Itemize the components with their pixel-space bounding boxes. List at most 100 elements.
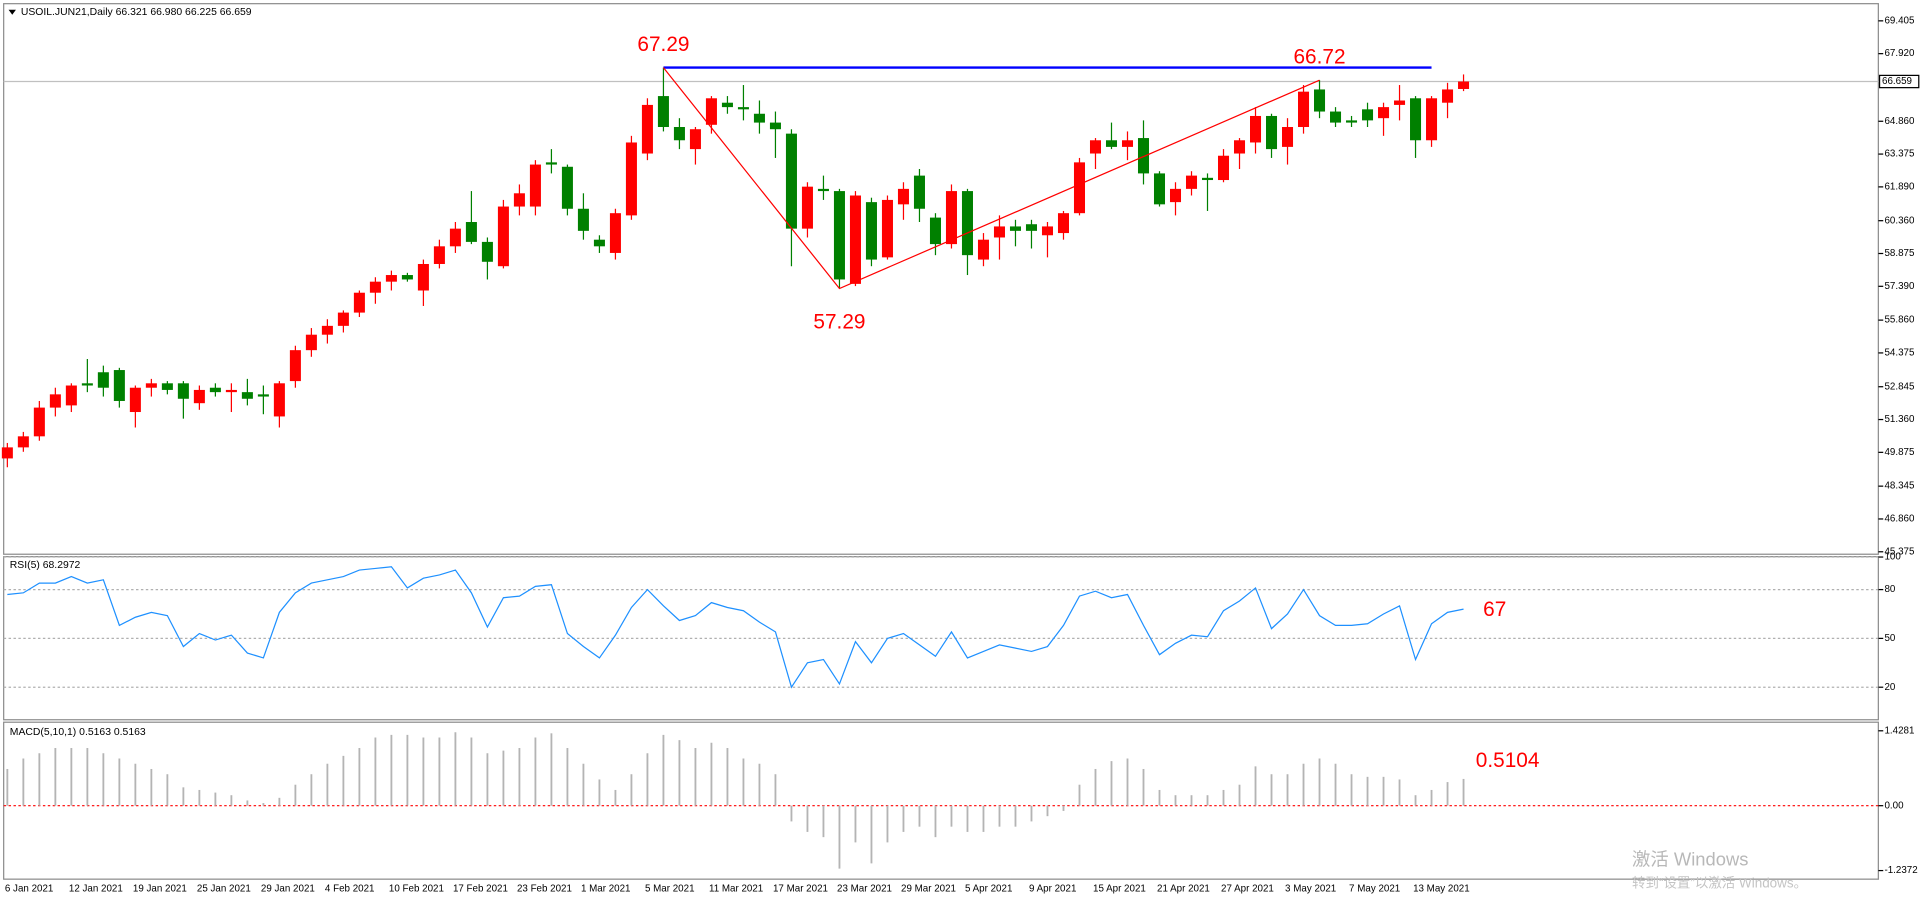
x-tick-label: 21 Apr 2021: [1157, 884, 1210, 895]
candle-body: [1, 447, 13, 459]
candle-body: [1041, 226, 1053, 236]
candle-body: [833, 191, 845, 280]
price-panel: [3, 3, 1879, 555]
candle-body: [545, 162, 557, 165]
candle-body: [177, 383, 189, 399]
candle-body: [1378, 107, 1390, 119]
last-price-label: 66.659: [1882, 76, 1912, 87]
pivot-label: 57.29: [813, 310, 865, 333]
candle-body: [753, 113, 765, 123]
x-tick-label: 4 Feb 2021: [325, 884, 375, 895]
y-tick-label: 48.345: [1884, 481, 1915, 492]
candle-body: [1009, 226, 1021, 231]
y-tick-label: 52.845: [1884, 381, 1915, 392]
candle-body: [65, 385, 77, 406]
x-tick-label: 17 Feb 2021: [453, 884, 508, 895]
y-tick-label: 1.4281: [1884, 725, 1914, 736]
zigzag-line: [662, 67, 1320, 290]
last-price-box: [1878, 74, 1920, 89]
candle-body: [401, 275, 413, 280]
candle-body: [129, 387, 141, 413]
x-tick-label: 5 Mar 2021: [645, 884, 695, 895]
candle-body: [321, 325, 333, 335]
candle-body: [817, 188, 829, 192]
candle-body: [1426, 98, 1438, 141]
candle-body: [721, 102, 733, 108]
y-tick-label: 0.00: [1884, 800, 1904, 811]
pivot-label: 66.72: [1293, 46, 1345, 69]
candle-body: [945, 191, 957, 245]
candle-body: [1153, 173, 1166, 205]
candle-body: [1330, 111, 1342, 123]
candle-body: [273, 383, 285, 417]
candle-body: [593, 239, 605, 247]
candle-body: [577, 208, 589, 231]
candle-body: [417, 263, 429, 291]
candle-body: [449, 228, 461, 247]
x-tick-label: 11 Mar 2021: [709, 884, 763, 895]
y-tick-label: 45.375: [1884, 546, 1915, 557]
candle-body: [1362, 109, 1374, 121]
candle-body: [737, 107, 749, 110]
candle-body: [865, 202, 877, 260]
macd-annotation: 0.5104: [1476, 749, 1540, 772]
candle-body: [561, 166, 573, 209]
x-tick-label: 23 Feb 2021: [517, 884, 572, 895]
x-tick-label: 23 Mar 2021: [837, 884, 892, 895]
watermark-text: 转到“设置”以激活 Windows。: [1632, 876, 1807, 891]
x-tick-label: 29 Jan 2021: [261, 884, 315, 895]
y-tick-label: 67.920: [1884, 48, 1915, 59]
candle-body: [929, 217, 941, 245]
candle-body: [145, 383, 157, 388]
x-tick-label: 19 Jan 2021: [133, 884, 187, 895]
candle-body: [465, 222, 477, 242]
candle-body: [513, 193, 525, 207]
candle-body: [481, 241, 493, 262]
candle-body: [913, 175, 925, 209]
candle-body: [705, 98, 717, 125]
candle-body: [369, 281, 381, 293]
macd-panel: [3, 721, 1879, 880]
candle-body: [641, 104, 653, 154]
x-tick-label: 6 Jan 2021: [5, 884, 53, 895]
y-tick-label: 55.860: [1884, 315, 1915, 326]
candle-body: [801, 186, 813, 229]
candle-body: [353, 292, 365, 313]
candle-body: [1442, 89, 1454, 103]
candle-body: [1201, 177, 1214, 181]
pivot-label: 67.29: [637, 33, 689, 56]
candle-body: [673, 127, 685, 141]
candle-body: [1217, 155, 1230, 181]
candle-body: [1249, 115, 1262, 143]
candle-body: [337, 312, 349, 326]
candle-body: [1073, 162, 1086, 214]
rsi-title: RSI(5) 68.2972: [10, 560, 81, 571]
candle-body: [1089, 140, 1102, 154]
candle-body: [1298, 91, 1310, 128]
x-tick-label: 12 Jan 2021: [69, 884, 123, 895]
candle-body: [209, 387, 221, 393]
candle-body: [1169, 188, 1182, 203]
candle-body: [33, 407, 45, 437]
candle-body: [1458, 81, 1470, 89]
candle-body: [1121, 140, 1134, 147]
candle-body: [881, 199, 893, 258]
candle-body: [1314, 89, 1326, 112]
candle-body: [657, 96, 669, 128]
symbol-menu-icon[interactable]: [8, 9, 16, 15]
candle-body: [17, 436, 29, 448]
candle-body: [257, 394, 269, 397]
y-tick-label: 58.875: [1884, 248, 1915, 259]
candle-body: [529, 164, 541, 207]
x-tick-label: 29 Mar 2021: [901, 884, 956, 895]
candle-body: [497, 206, 509, 267]
candle-body: [193, 389, 205, 404]
y-tick-label: 51.360: [1884, 414, 1915, 425]
x-tick-label: 27 Apr 2021: [1221, 884, 1274, 895]
candle-body: [977, 239, 989, 260]
candle-body: [241, 392, 253, 399]
x-tick-label: 25 Jan 2021: [197, 884, 251, 895]
candle-body: [849, 195, 861, 284]
candle-body: [385, 275, 397, 282]
